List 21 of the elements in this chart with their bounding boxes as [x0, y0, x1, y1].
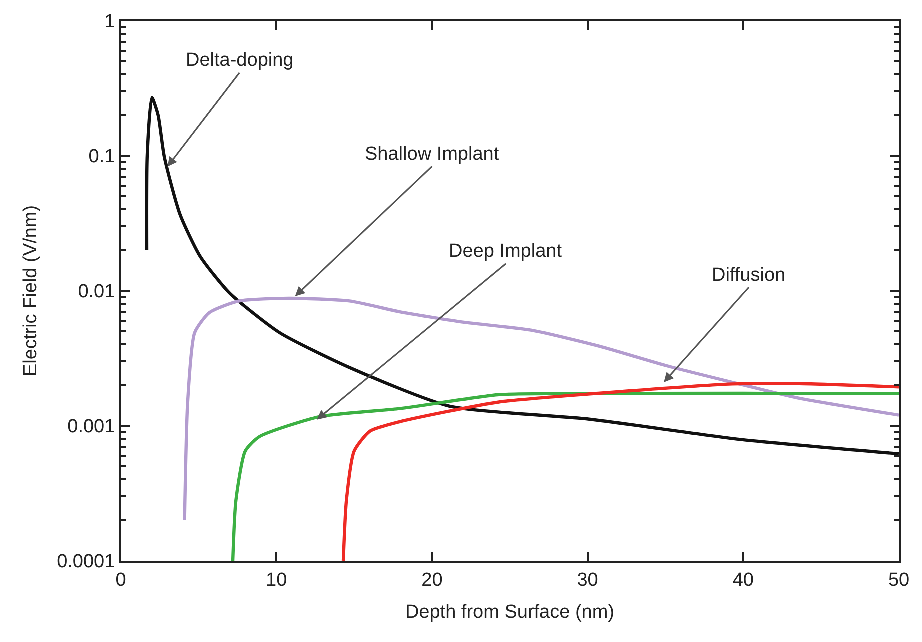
- line-series: [231, 392, 899, 561]
- x-tick-label: 0: [116, 570, 126, 591]
- x-tick-label: 20: [422, 570, 443, 591]
- annotation: Diffusion: [712, 265, 786, 286]
- y-tick-label: 0.001: [68, 416, 116, 438]
- line-series: [342, 382, 899, 561]
- x-tick-label: 10: [266, 570, 288, 591]
- x-tick-label: 50: [888, 570, 910, 591]
- line-series: [145, 96, 899, 456]
- line-series: [183, 296, 899, 522]
- y-axis-title: Electric Field (V/nm): [20, 205, 42, 377]
- y-tick-label: 0.0001: [57, 552, 116, 573]
- y-tick-label: 0.01: [78, 282, 116, 303]
- x-tick-label: 40: [732, 570, 754, 591]
- x-axis-title: Depth from Surface (nm): [405, 602, 615, 624]
- annotation: Delta-doping: [186, 50, 294, 71]
- y-tick-label: 1: [104, 12, 116, 33]
- y-tick-label: 0.1: [88, 146, 116, 168]
- annotation: Shallow Implant: [365, 144, 500, 165]
- x-tick-label: 30: [577, 570, 598, 591]
- annotation: Deep Implant: [449, 241, 563, 262]
